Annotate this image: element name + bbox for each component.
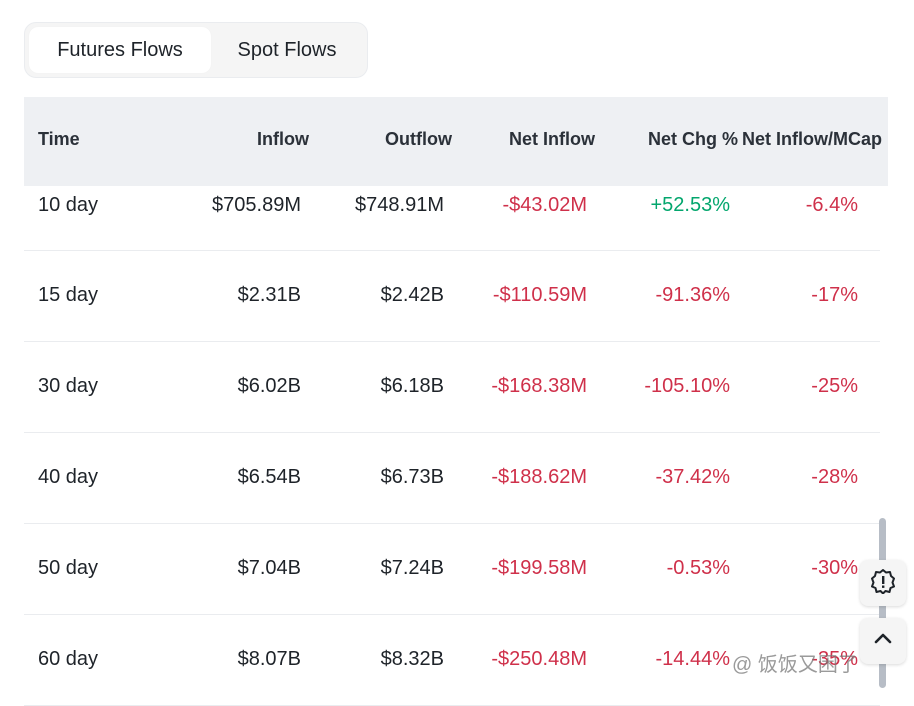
cell-net-inflow: -$188.62M (491, 466, 587, 488)
header-time: Time (38, 129, 80, 149)
alert-button[interactable] (860, 560, 906, 606)
flows-table: Time Inflow Outflow Net Inflow Net Chg %… (24, 97, 888, 706)
table-row: 60 day $8.07B $8.32B -$250.48M -14.44% -35% (24, 615, 880, 706)
cell-net-inflow: -$250.48M (491, 648, 587, 670)
cell-time: 60 day (38, 648, 99, 670)
chevron-up-icon (872, 628, 894, 655)
scroll-to-top-button[interactable] (860, 618, 906, 664)
cell-time: 15 day (38, 284, 99, 306)
header-inflow: Inflow (257, 129, 309, 149)
cell-net-chg: -14.44% (655, 648, 731, 670)
header-net-inflow: Net Inflow (509, 129, 595, 149)
cell-net-chg: -91.36% (655, 284, 731, 306)
table-body: 10 day $705.89M $748.91M -$43.02M +52.53% -6.… (24, 186, 888, 706)
header-net-chg: Net Chg % (648, 129, 738, 149)
cell-net-inflow: -$199.58M (491, 557, 587, 579)
cell-outflow: $6.73B (380, 466, 444, 488)
cell-net-inflow-mcap: -25% (811, 375, 858, 397)
cell-net-inflow-mcap: -35% (811, 648, 858, 670)
cell-inflow: $6.54B (237, 466, 301, 488)
flow-tabs: Futures Flows Spot Flows (24, 22, 368, 78)
cell-net-chg: -0.53% (666, 557, 730, 579)
cell-net-inflow: -$43.02M (502, 194, 588, 216)
cell-net-inflow-mcap: -17% (811, 284, 858, 306)
cell-net-inflow: -$110.59M (492, 284, 587, 306)
table-row: 50 day $7.04B $7.24B -$199.58M -0.53% -30% (24, 524, 880, 615)
cell-inflow: $705.89M (212, 194, 301, 216)
header-net-inflow-mcap: Net Inflow/MCap (742, 129, 882, 149)
cell-net-inflow-mcap: -30% (811, 557, 858, 579)
table-row: 10 day $705.89M $748.91M -$43.02M +52.53% -6.… (24, 186, 880, 251)
tab-futures-flows[interactable]: Futures Flows (29, 27, 211, 73)
cell-net-inflow-mcap: -6.4% (805, 194, 858, 216)
table-header: Time Inflow Outflow Net Inflow Net Chg %… (24, 97, 888, 186)
cell-outflow: $8.32B (380, 648, 444, 670)
cell-time: 30 day (38, 375, 99, 397)
cell-net-inflow: -$168.38M (491, 375, 587, 397)
cell-net-chg: -37.42% (655, 466, 731, 488)
cell-time: 40 day (38, 466, 99, 488)
table-row: 40 day $6.54B $6.73B -$188.62M -37.42% -28% (24, 433, 880, 524)
header-outflow: Outflow (385, 129, 452, 149)
cell-time: 10 day (38, 194, 99, 216)
cell-outflow: $7.24B (380, 557, 444, 579)
cell-net-chg: -105.10% (644, 375, 730, 397)
cell-inflow: $8.07B (237, 648, 301, 670)
table-row: 30 day $6.02B $6.18B -$168.38M -105.10% -25% (24, 342, 880, 433)
cell-inflow: $7.04B (237, 557, 301, 579)
cell-inflow: $6.02B (237, 375, 301, 397)
cell-net-chg: +52.53% (650, 194, 730, 216)
tab-spot-flows[interactable]: Spot Flows (237, 38, 337, 61)
alert-badge-icon (870, 568, 896, 599)
cell-outflow: $6.18B (380, 375, 444, 397)
cell-inflow: $2.31B (237, 284, 301, 306)
table-row: 15 day $2.31B $2.42B -$110.59M -91.36% -17% (24, 251, 880, 342)
cell-outflow: $2.42B (380, 284, 444, 306)
cell-outflow: $748.91M (355, 194, 444, 216)
watermark: @ 饭饭又困了 (732, 654, 858, 676)
cell-net-inflow-mcap: -28% (811, 466, 858, 488)
cell-time: 50 day (38, 557, 99, 579)
